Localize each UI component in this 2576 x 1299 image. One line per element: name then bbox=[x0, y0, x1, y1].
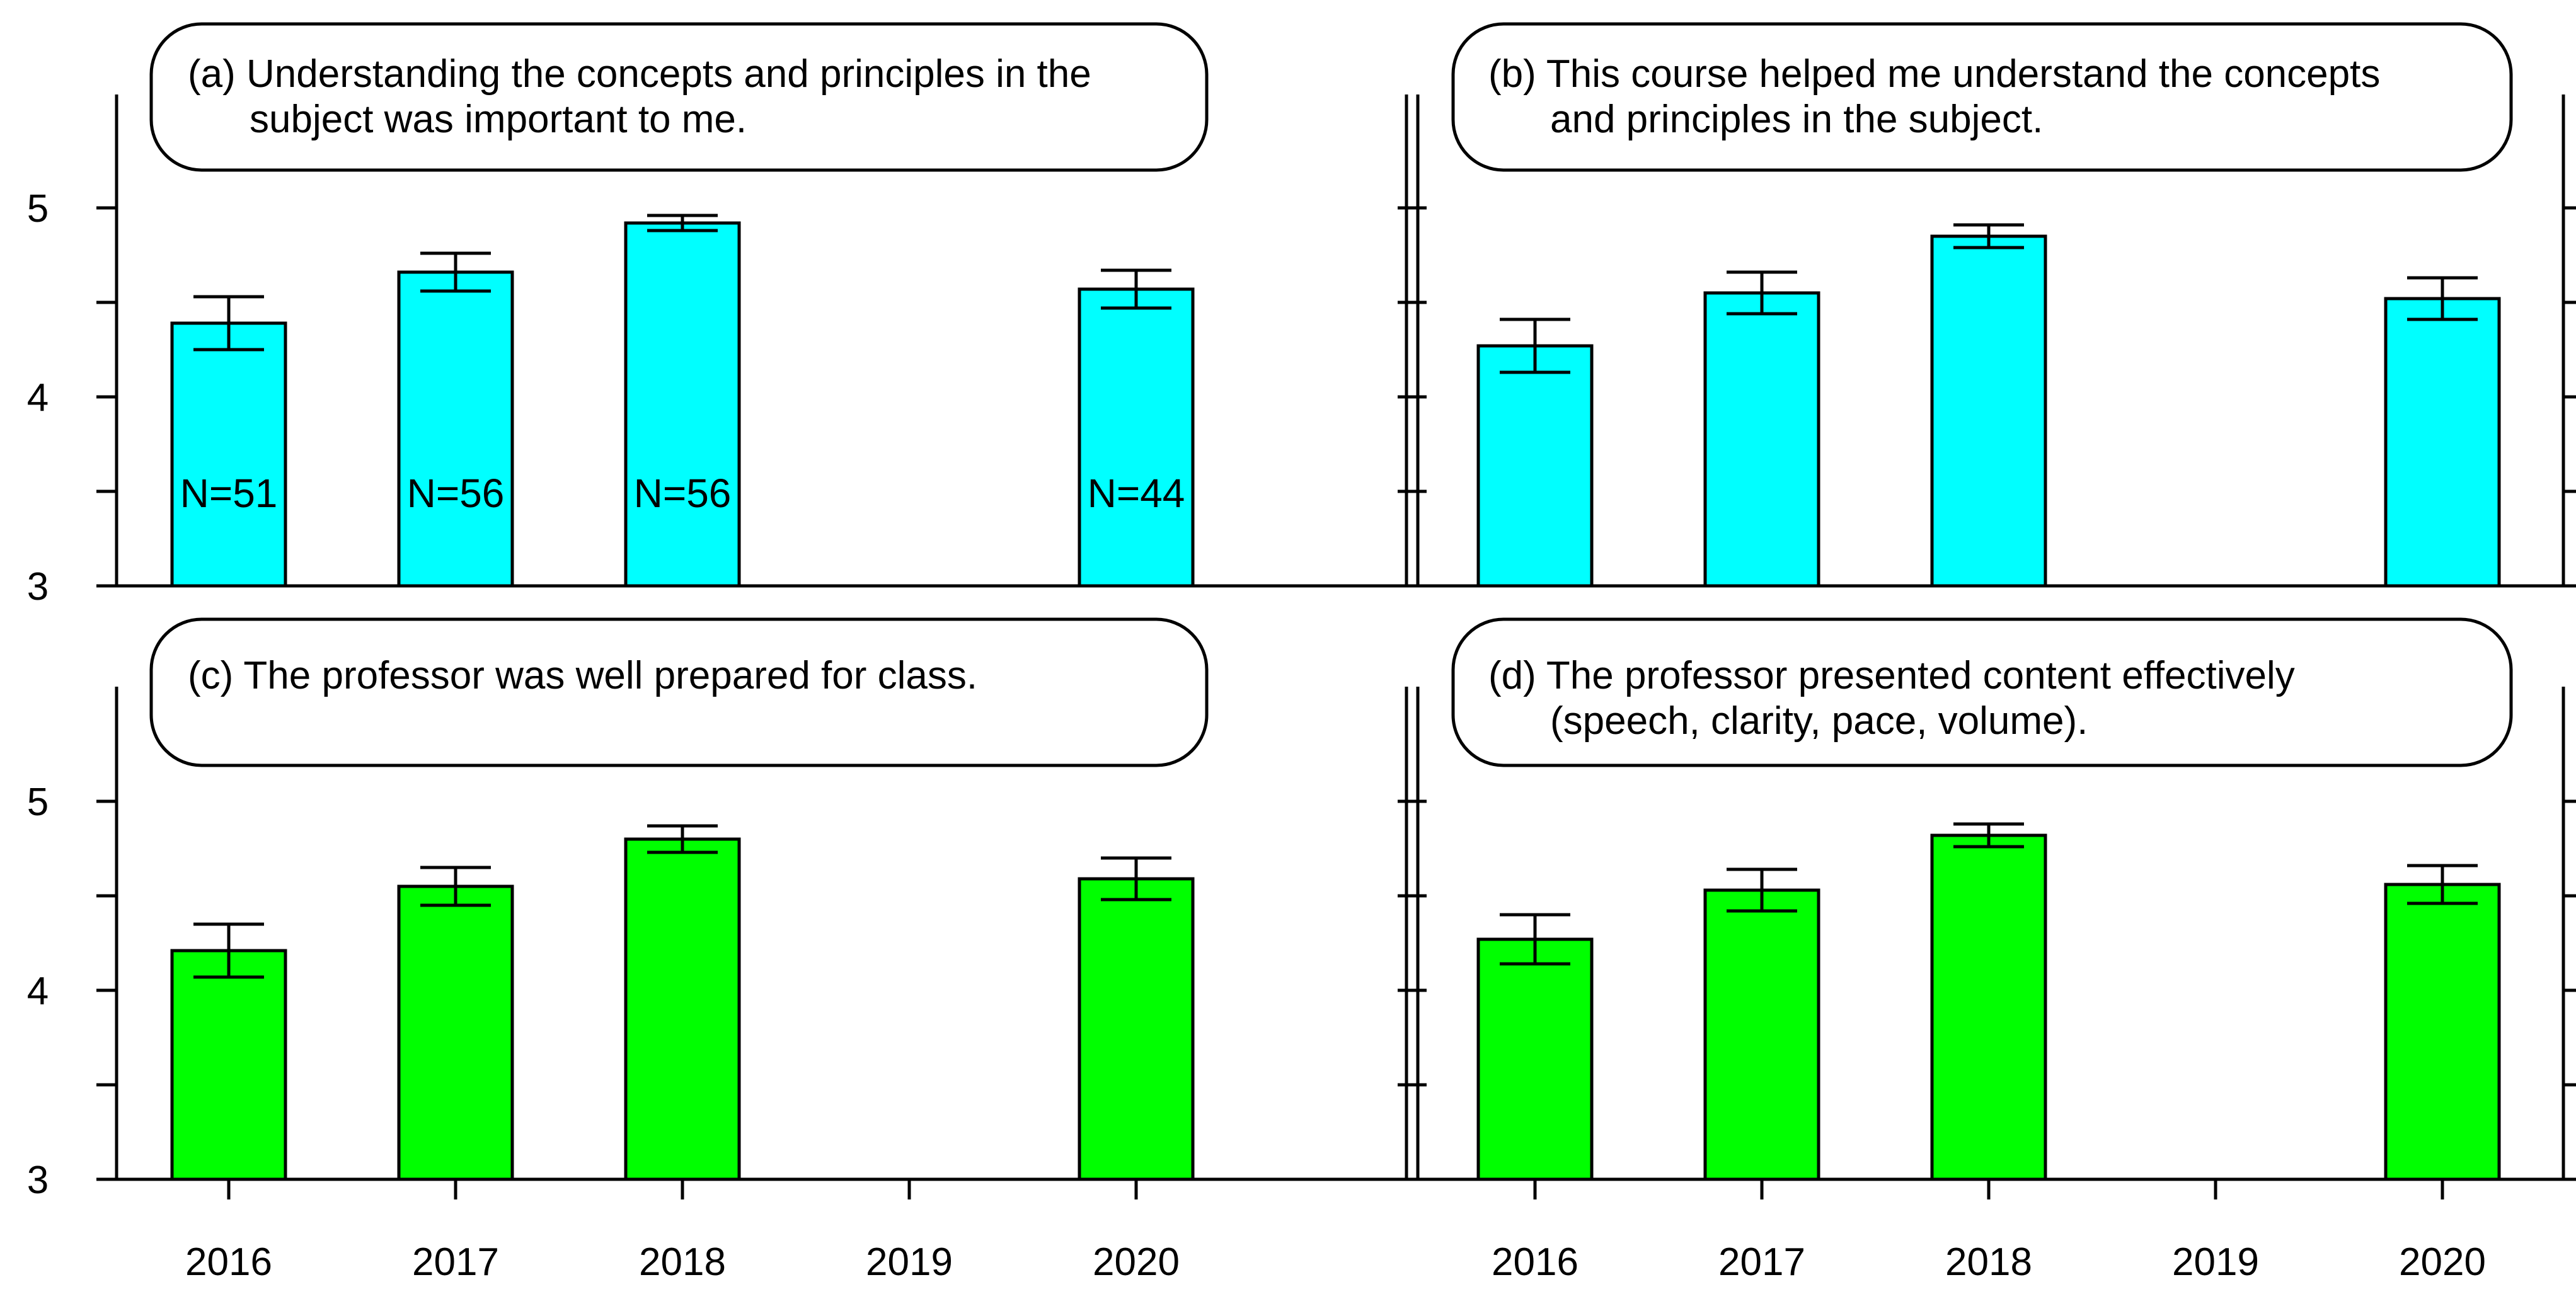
panel-title-line: subject was important to me. bbox=[250, 98, 747, 141]
panel-title-box bbox=[1451, 22, 2513, 172]
bar-2018 bbox=[1930, 833, 2047, 1181]
chart-panel-a: 3 4 5 N=51 N=56 N=56 N=44 (a) Understanding the… bbox=[27, 22, 1427, 609]
n-label-2016: N=51 bbox=[180, 471, 278, 516]
x-tick-label: 2018 bbox=[1945, 1240, 2032, 1284]
x-tick-label: 2020 bbox=[1093, 1240, 1180, 1284]
bar-2020 bbox=[2384, 883, 2501, 1181]
x-tick-label: 2016 bbox=[1492, 1240, 1578, 1284]
bar-2017 bbox=[1703, 291, 1820, 588]
y-tick-label: 3 bbox=[27, 565, 49, 609]
x-tick-label: 2016 bbox=[185, 1240, 272, 1284]
chart-panel-b: (b) This course helped me understand the… bbox=[1398, 22, 2576, 588]
panel-title-line: (speech, clarity, pace, volume). bbox=[1550, 699, 2088, 743]
bar-2020 bbox=[1078, 287, 1195, 588]
panel-title-line: (d) The professor presented content effe… bbox=[1488, 654, 2295, 697]
y-tick-label: 5 bbox=[27, 187, 49, 231]
n-label-2017: N=56 bbox=[407, 471, 505, 516]
bar-2016 bbox=[170, 949, 287, 1181]
y-tick-label: 4 bbox=[27, 970, 49, 1013]
y-tick-label: 5 bbox=[27, 781, 49, 824]
bar-2018 bbox=[624, 221, 741, 588]
panel-title-line: (b) This course helped me understand the… bbox=[1488, 52, 2380, 96]
x-tick-label: 2019 bbox=[866, 1240, 953, 1284]
bar-2017 bbox=[397, 270, 514, 588]
x-tick-label: 2019 bbox=[2172, 1240, 2259, 1284]
y-tick-label: 3 bbox=[27, 1159, 49, 1202]
panel-title-line: (c) The professor was well prepared for … bbox=[188, 654, 977, 697]
y-tick-label: 4 bbox=[27, 376, 49, 420]
n-label-2018: N=56 bbox=[634, 471, 732, 516]
panel-title-box bbox=[149, 22, 1209, 172]
x-tick-label: 2020 bbox=[2399, 1240, 2486, 1284]
x-tick-label: 2017 bbox=[1718, 1240, 1805, 1284]
bar-2018 bbox=[624, 837, 741, 1181]
n-label-2020: N=44 bbox=[1088, 471, 1185, 516]
bar-2020 bbox=[2384, 297, 2501, 588]
bar-2018 bbox=[1930, 234, 2047, 588]
chart-panel-d: 2016 2017 2018 2019 2020 (d) The professor pr… bbox=[1398, 617, 2576, 1284]
bar-2016 bbox=[1476, 937, 1594, 1181]
panel-title-line: (a) Understanding the concepts and princ… bbox=[188, 52, 1091, 96]
bar-2016 bbox=[1476, 344, 1594, 588]
x-tick-label: 2018 bbox=[639, 1240, 726, 1284]
panel-title-box bbox=[149, 617, 1209, 767]
chart-panel-c: 3 4 5 2016 2017 2018 2019 2020 (c) The professor… bbox=[27, 617, 1427, 1284]
bar-2017 bbox=[397, 884, 514, 1181]
bar-2020 bbox=[1078, 877, 1195, 1181]
bar-2016 bbox=[170, 321, 287, 588]
bar-2017 bbox=[1703, 888, 1820, 1181]
panel-title-box bbox=[1451, 617, 2513, 767]
x-tick-label: 2017 bbox=[412, 1240, 499, 1284]
panel-title-line: and principles in the subject. bbox=[1550, 98, 2043, 141]
